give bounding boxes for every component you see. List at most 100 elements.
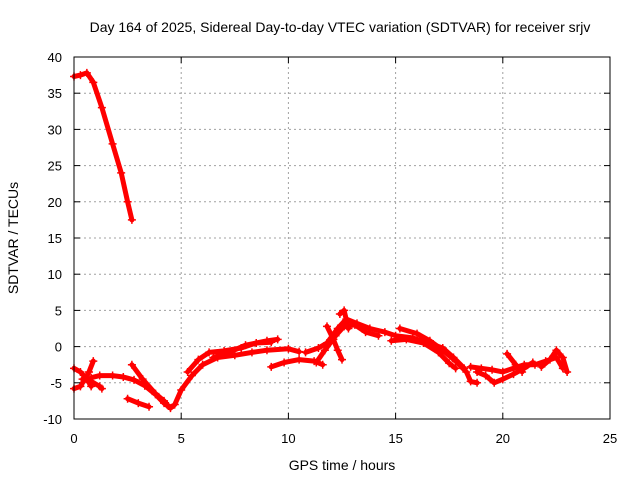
data-point <box>413 329 422 338</box>
data-point <box>402 335 411 344</box>
data-point <box>134 399 143 408</box>
data-point <box>95 371 104 380</box>
data-point <box>451 364 460 373</box>
data-point <box>138 375 147 384</box>
x-axis-label: GPS time / hours <box>289 457 396 473</box>
data-point <box>340 306 349 315</box>
data-point <box>558 353 567 362</box>
data-point <box>127 215 136 224</box>
y-tick-label: 5 <box>55 303 62 318</box>
data-point <box>76 382 85 391</box>
data-point <box>108 139 117 148</box>
data-point <box>473 367 482 376</box>
data-point <box>82 68 91 77</box>
series-line <box>129 362 171 409</box>
data-point <box>419 338 428 347</box>
data-point <box>528 358 537 367</box>
data-point <box>374 331 383 340</box>
y-tick-label: 25 <box>48 159 62 174</box>
data-point <box>89 78 98 87</box>
data-point <box>284 344 293 353</box>
data-point <box>425 336 434 345</box>
data-point <box>511 360 520 369</box>
x-tick-label: 25 <box>603 431 617 446</box>
y-tick-label: -5 <box>50 376 62 391</box>
data-point <box>87 373 96 382</box>
data-point <box>119 373 128 382</box>
data-point <box>295 355 304 364</box>
data-point <box>438 346 447 355</box>
data-point <box>123 197 132 206</box>
data-point <box>108 371 117 380</box>
data-point <box>537 362 546 371</box>
x-tick-label: 15 <box>388 431 402 446</box>
data-point <box>490 378 499 387</box>
data-point <box>498 367 507 376</box>
series-line <box>88 346 302 411</box>
data-point <box>209 353 218 362</box>
data-point <box>395 324 404 333</box>
series-group <box>70 68 572 413</box>
data-point <box>473 378 482 387</box>
data-point <box>518 367 527 376</box>
data-point <box>262 346 271 355</box>
data-point <box>451 357 460 366</box>
data-point <box>241 341 250 350</box>
data-point <box>545 355 554 364</box>
series-line <box>71 70 135 223</box>
data-point <box>85 367 94 376</box>
data-point <box>344 324 353 333</box>
data-point <box>262 336 271 345</box>
data-point <box>123 394 132 403</box>
tick-labels: 0 5 10 15 20 25 -10 -5 0 5 10 15 20 25 30 35 40 <box>43 50 617 446</box>
x-tick-label: 0 <box>70 431 77 446</box>
data-point <box>462 367 471 376</box>
data-point <box>361 328 370 337</box>
data-point <box>151 389 160 398</box>
grid <box>74 57 610 419</box>
y-tick-label: 15 <box>48 231 62 246</box>
data-point <box>333 346 342 355</box>
y-tick-label: 10 <box>48 267 62 282</box>
data-point <box>145 402 154 411</box>
data-point <box>170 400 179 409</box>
data-point <box>312 358 321 367</box>
data-point <box>466 362 475 371</box>
data-point <box>338 355 346 364</box>
y-axis-label: SDTVAR / TECUs <box>5 182 21 294</box>
data-point <box>177 386 186 395</box>
data-point <box>230 351 239 360</box>
data-point <box>194 355 203 364</box>
data-point <box>76 367 85 376</box>
data-point <box>552 346 561 355</box>
data-point <box>280 358 289 367</box>
y-tick-label: -10 <box>43 412 62 427</box>
y-tick-label: 35 <box>48 86 62 101</box>
data-point <box>76 71 85 80</box>
data-point <box>130 375 139 384</box>
y-tick-label: 30 <box>48 122 62 137</box>
x-tick-label: 20 <box>496 431 510 446</box>
x-tick-label: 10 <box>281 431 295 446</box>
chart-title: Day 164 of 2025, Sidereal Day-to-day VTE… <box>90 19 591 35</box>
data-point <box>89 357 98 366</box>
y-tick-label: 20 <box>48 195 62 210</box>
data-point <box>387 336 396 345</box>
data-point <box>488 365 497 374</box>
data-point <box>350 320 359 329</box>
data-point <box>481 371 490 380</box>
data-point <box>503 349 512 358</box>
data-point <box>205 348 214 357</box>
data-point <box>198 360 207 369</box>
data-point <box>477 364 486 373</box>
data-point <box>273 335 282 344</box>
data-point <box>301 348 310 357</box>
series-line <box>80 376 105 392</box>
data-point <box>320 346 329 355</box>
data-point <box>466 377 475 386</box>
data-point <box>314 344 323 353</box>
data-point <box>183 367 192 376</box>
y-tick-label: 0 <box>55 340 62 355</box>
data-point <box>509 370 518 379</box>
